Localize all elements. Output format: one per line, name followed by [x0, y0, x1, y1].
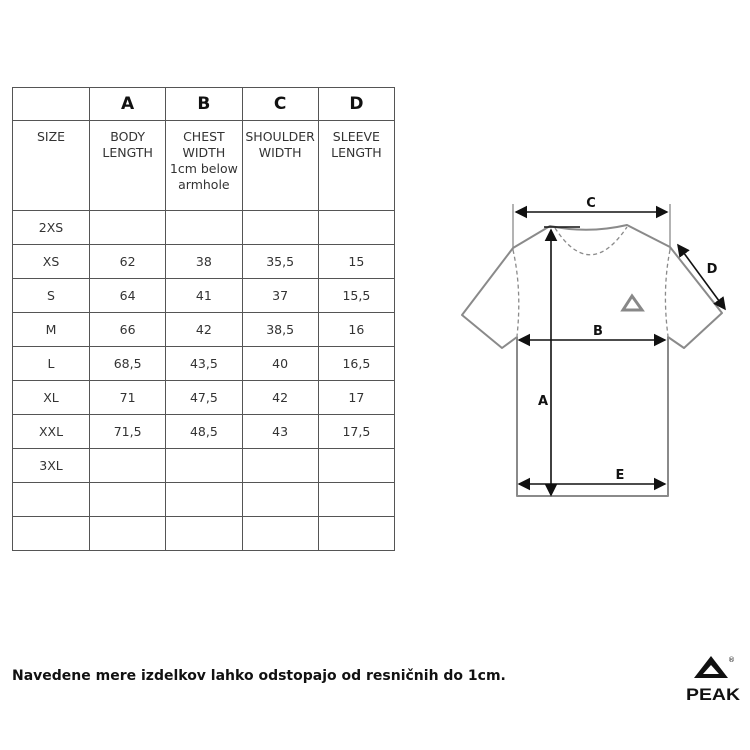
value-cell — [241, 516, 319, 551]
table-row: S 64 41 37 15,5 — [12, 278, 396, 313]
column-header-line: CHEST — [183, 129, 225, 144]
label-b: B — [593, 324, 603, 339]
logo-text: PEAK — [686, 685, 741, 704]
column-header-line: BODY — [110, 129, 146, 144]
size-cell: XS — [12, 244, 90, 279]
size-table: A B C D SIZE BODY LENGTH CHEST WIDTH 1cm below arm… — [12, 87, 396, 551]
size-cell: XXL — [12, 414, 90, 449]
value-cell: 41 — [165, 278, 243, 313]
table-row: XS 62 38 35,5 15 — [12, 244, 396, 279]
value-cell — [88, 516, 167, 551]
peak-triangle-icon — [694, 656, 728, 678]
column-letter: C — [241, 87, 319, 121]
label-c: C — [586, 196, 596, 211]
column-header-line: WIDTH — [182, 145, 226, 160]
value-cell: 38,5 — [241, 312, 319, 347]
svg-text:®: ® — [728, 656, 735, 664]
label-e: E — [616, 468, 625, 483]
table-row: M 66 42 38,5 16 — [12, 312, 396, 347]
value-cell: 40 — [241, 346, 319, 381]
measure-arrows — [514, 205, 726, 497]
value-cell: 42 — [241, 380, 319, 415]
value-cell — [317, 516, 396, 551]
column-header-line: SIZE — [36, 129, 66, 144]
table-row: L 68,5 43,5 40 16,5 — [12, 346, 396, 381]
column-header: SHOULDER WIDTH — [241, 120, 319, 211]
label-a: A — [538, 394, 548, 409]
label-d: D — [707, 262, 718, 277]
value-cell — [241, 448, 319, 483]
column-header-line: LENGTH — [331, 145, 382, 160]
footer-note: Navedene mere izdelkov lahko odstopajo o… — [12, 668, 506, 684]
column-header: SLEEVE LENGTH — [317, 120, 396, 211]
table-row: XXL 71,5 48,5 43 17,5 — [12, 414, 396, 449]
size-cell — [12, 482, 90, 517]
table-row: 2XS — [12, 210, 396, 245]
table-row — [12, 516, 396, 551]
column-header-line: SLEEVE — [332, 129, 380, 144]
column-header: BODY LENGTH — [88, 120, 167, 211]
column-header-line: WIDTH — [258, 145, 302, 160]
column-header-line: armhole — [178, 177, 230, 192]
column-header-row: SIZE BODY LENGTH CHEST WIDTH 1cm below armhole… — [12, 120, 396, 211]
value-cell: 17,5 — [317, 414, 396, 449]
peak-logo: ® PEAK — [686, 656, 741, 704]
value-cell — [165, 448, 243, 483]
value-cell: 37 — [241, 278, 319, 313]
tshirt-outline — [461, 204, 723, 497]
value-cell: 35,5 — [241, 244, 319, 279]
column-header-line: 1cm below — [169, 161, 238, 176]
size-cell: M — [12, 312, 90, 347]
chest-logo-icon — [620, 293, 645, 312]
value-cell — [165, 516, 243, 551]
value-cell — [88, 448, 167, 483]
value-cell — [165, 482, 243, 517]
value-cell: 66 — [88, 312, 167, 347]
column-header: CHEST WIDTH 1cm below armhole — [165, 120, 243, 211]
size-cell: 2XS — [12, 210, 90, 245]
value-cell: 16 — [317, 312, 396, 347]
column-header-line: LENGTH — [102, 145, 153, 160]
value-cell: 64 — [88, 278, 167, 313]
value-cell — [88, 210, 167, 245]
column-header-line: SHOULDER — [245, 129, 315, 144]
value-cell — [165, 210, 243, 245]
size-cell: XL — [12, 380, 90, 415]
value-cell: 15 — [317, 244, 396, 279]
